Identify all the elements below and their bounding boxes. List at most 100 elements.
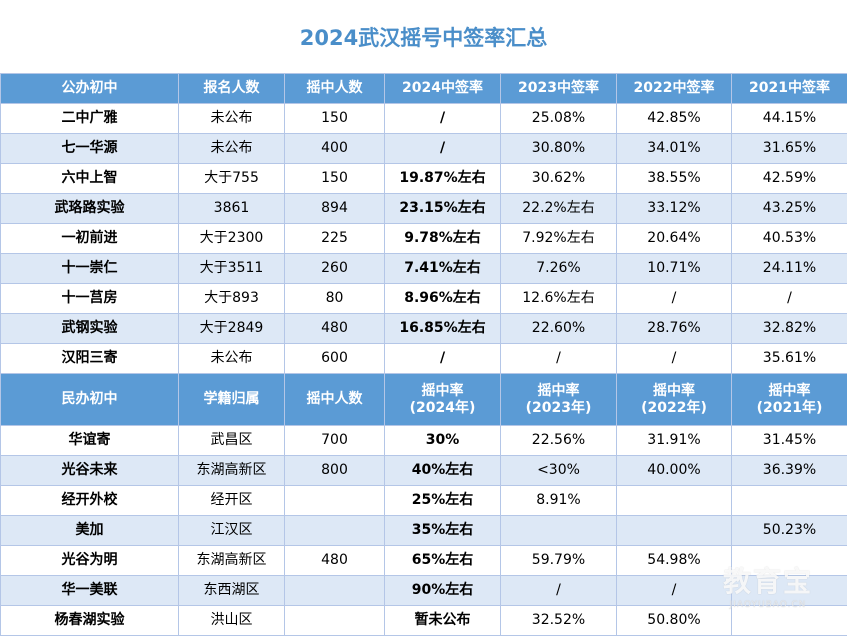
- private-table-row-cell[interactable]: 40%左右: [384, 455, 501, 486]
- public-table-row-cell[interactable]: 22.2%左右: [500, 193, 617, 224]
- public-table-row-cell[interactable]: 大于3511: [178, 253, 285, 284]
- private-table-row-cell[interactable]: [731, 605, 847, 636]
- public-table-row-cell[interactable]: 31.65%: [731, 133, 847, 164]
- private-table-row-cell[interactable]: 华谊寄: [0, 425, 179, 456]
- public-table-row-cell[interactable]: 二中广雅: [0, 103, 179, 134]
- public-table-row-cell[interactable]: 35.61%: [731, 343, 847, 374]
- private-table-row-cell[interactable]: 31.91%: [616, 425, 732, 456]
- public-table-row-cell[interactable]: 大于893: [178, 283, 285, 314]
- public-table-row-cell[interactable]: 大于2300: [178, 223, 285, 254]
- private-table-row-cell[interactable]: 武昌区: [178, 425, 285, 456]
- public-table-row-cell[interactable]: 9.78%左右: [384, 223, 501, 254]
- public-table-row-cell[interactable]: 16.85%左右: [384, 313, 501, 344]
- private-table-row-cell[interactable]: 40.00%: [616, 455, 732, 486]
- public-table-row-cell[interactable]: 42.85%: [616, 103, 732, 134]
- private-table-row-cell[interactable]: [284, 485, 385, 516]
- private-table-row-cell[interactable]: 90%左右: [384, 575, 501, 606]
- public-header-row-cell[interactable]: 2021中签率: [731, 73, 847, 104]
- public-table-row-cell[interactable]: 480: [284, 313, 385, 344]
- public-table-row-cell[interactable]: 30.62%: [500, 163, 617, 194]
- private-table-row-cell[interactable]: 800: [284, 455, 385, 486]
- public-table-row-cell[interactable]: 24.11%: [731, 253, 847, 284]
- public-table-row-cell[interactable]: 十一莒房: [0, 283, 179, 314]
- public-table-row-cell[interactable]: 未公布: [178, 343, 285, 374]
- private-table-row-cell[interactable]: /: [500, 575, 617, 606]
- public-table-row-cell[interactable]: /: [384, 343, 501, 374]
- private-table-row-cell[interactable]: 30%: [384, 425, 501, 456]
- public-table-row-cell[interactable]: 600: [284, 343, 385, 374]
- private-table-row-cell[interactable]: 华一美联: [0, 575, 179, 606]
- private-table-row-cell[interactable]: 光谷未来: [0, 455, 179, 486]
- public-table-row-cell[interactable]: 225: [284, 223, 385, 254]
- public-table-row-cell[interactable]: 十一崇仁: [0, 253, 179, 284]
- public-table-row-cell[interactable]: 43.25%: [731, 193, 847, 224]
- private-table-row-cell[interactable]: [284, 575, 385, 606]
- private-table-row-cell[interactable]: [731, 575, 847, 606]
- private-table-row-cell[interactable]: 50.23%: [731, 515, 847, 546]
- public-table-row-cell[interactable]: 32.82%: [731, 313, 847, 344]
- public-table-row-cell[interactable]: 25.08%: [500, 103, 617, 134]
- public-table-row-cell[interactable]: 400: [284, 133, 385, 164]
- private-table-row-cell[interactable]: 65%左右: [384, 545, 501, 576]
- public-header-row-cell[interactable]: 2023中签率: [500, 73, 617, 104]
- public-table-row-cell[interactable]: 80: [284, 283, 385, 314]
- private-header-row-cell[interactable]: 民办初中: [0, 373, 179, 426]
- public-header-row-cell[interactable]: 公办初中: [0, 73, 179, 104]
- private-table-row-cell[interactable]: 59.79%: [500, 545, 617, 576]
- public-table-row-cell[interactable]: 22.60%: [500, 313, 617, 344]
- private-table-row-cell[interactable]: 光谷为明: [0, 545, 179, 576]
- private-table-row-cell[interactable]: 洪山区: [178, 605, 285, 636]
- public-table-row-cell[interactable]: 7.41%左右: [384, 253, 501, 284]
- private-table-row-cell[interactable]: 经开外校: [0, 485, 179, 516]
- public-header-row-cell[interactable]: 摇中人数: [284, 73, 385, 104]
- private-table-row-cell[interactable]: [284, 605, 385, 636]
- public-table-row-cell[interactable]: 8.96%左右: [384, 283, 501, 314]
- public-header-row-cell[interactable]: 2024中签率: [384, 73, 501, 104]
- public-table-row-cell[interactable]: 六中上智: [0, 163, 179, 194]
- private-table-row-cell[interactable]: 480: [284, 545, 385, 576]
- private-table-row-cell[interactable]: /: [616, 575, 732, 606]
- public-table-row-cell[interactable]: 150: [284, 103, 385, 134]
- private-header-row-cell[interactable]: 摇中人数: [284, 373, 385, 426]
- public-table-row-cell[interactable]: 38.55%: [616, 163, 732, 194]
- private-table-row-cell[interactable]: 36.39%: [731, 455, 847, 486]
- private-header-row-cell[interactable]: 摇中率 (2022年): [616, 373, 732, 426]
- public-table-row-cell[interactable]: /: [616, 343, 732, 374]
- public-table-row-cell[interactable]: 武珞路实验: [0, 193, 179, 224]
- public-table-row-cell[interactable]: 20.64%: [616, 223, 732, 254]
- public-table-row-cell[interactable]: 42.59%: [731, 163, 847, 194]
- private-table-row-cell[interactable]: 32.52%: [500, 605, 617, 636]
- private-table-row-cell[interactable]: 54.98%: [616, 545, 732, 576]
- public-table-row-cell[interactable]: 260: [284, 253, 385, 284]
- public-table-row-cell[interactable]: 7.26%: [500, 253, 617, 284]
- private-header-row-cell[interactable]: 学籍归属: [178, 373, 285, 426]
- private-table-row-cell[interactable]: <30%: [500, 455, 617, 486]
- public-table-row-cell[interactable]: /: [731, 283, 847, 314]
- private-table-row-cell[interactable]: [500, 515, 617, 546]
- private-header-row-cell[interactable]: 摇中率 (2021年): [731, 373, 847, 426]
- private-table-row-cell[interactable]: [616, 485, 732, 516]
- private-table-row-cell[interactable]: 江汉区: [178, 515, 285, 546]
- public-table-row-cell[interactable]: /: [384, 133, 501, 164]
- public-table-row-cell[interactable]: 大于2849: [178, 313, 285, 344]
- private-table-row-cell[interactable]: [284, 515, 385, 546]
- public-table-row-cell[interactable]: /: [500, 343, 617, 374]
- private-table-row-cell[interactable]: 美加: [0, 515, 179, 546]
- public-table-row-cell[interactable]: 3861: [178, 193, 285, 224]
- private-table-row-cell[interactable]: 东湖高新区: [178, 455, 285, 486]
- public-table-row-cell[interactable]: 23.15%左右: [384, 193, 501, 224]
- public-table-row-cell[interactable]: 40.53%: [731, 223, 847, 254]
- private-table-row-cell[interactable]: 8.91%: [500, 485, 617, 516]
- public-table-row-cell[interactable]: 19.87%左右: [384, 163, 501, 194]
- private-table-row-cell[interactable]: 杨春湖实验: [0, 605, 179, 636]
- public-table-row-cell[interactable]: 汉阳三寄: [0, 343, 179, 374]
- public-table-row-cell[interactable]: 未公布: [178, 103, 285, 134]
- private-table-row-cell[interactable]: [731, 545, 847, 576]
- public-table-row-cell[interactable]: 未公布: [178, 133, 285, 164]
- public-table-row-cell[interactable]: 大于755: [178, 163, 285, 194]
- public-table-row-cell[interactable]: 7.92%左右: [500, 223, 617, 254]
- public-table-row-cell[interactable]: 一初前进: [0, 223, 179, 254]
- public-table-row-cell[interactable]: 七一华源: [0, 133, 179, 164]
- private-header-row-cell[interactable]: 摇中率 (2023年): [500, 373, 617, 426]
- public-table-row-cell[interactable]: 30.80%: [500, 133, 617, 164]
